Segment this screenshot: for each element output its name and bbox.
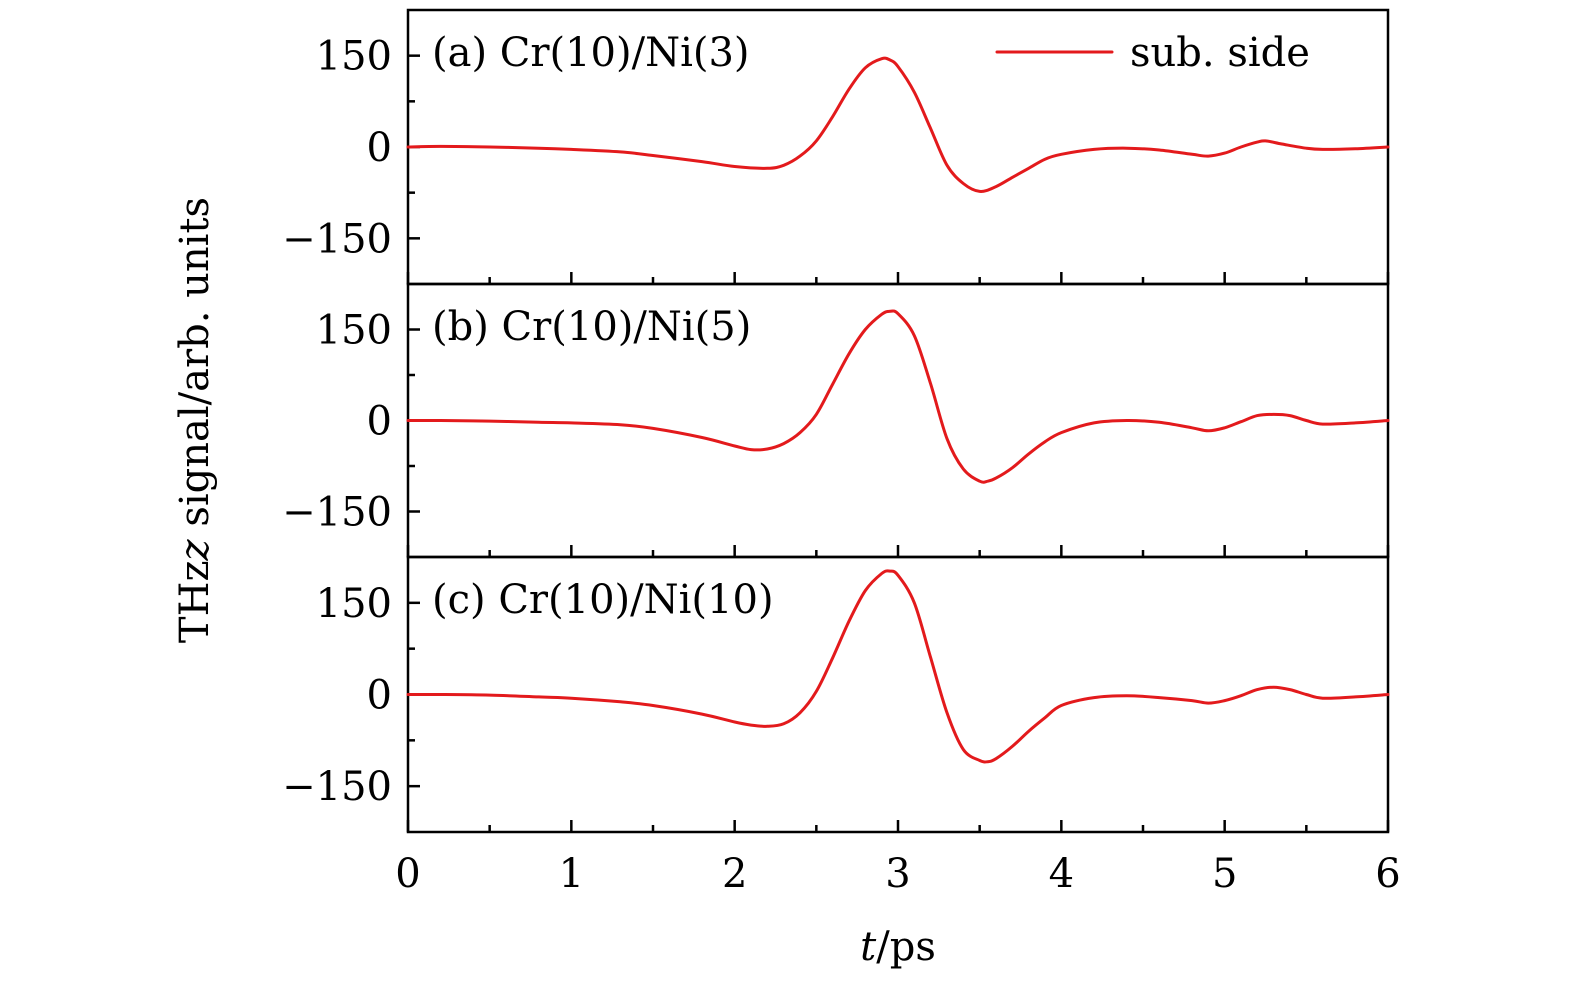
panel-0: −150 0 150 (a) Cr(10)/Ni(3) (282, 8, 1390, 286)
legend: sub. side (995, 30, 1310, 76)
panel-1: −150 0 150 (b) Cr(10)/Ni(5) (282, 282, 1390, 559)
y-tick-label: −150 (282, 216, 392, 262)
y-tick-label: 150 (316, 308, 392, 354)
x-axis-title-unit: /ps (876, 924, 936, 970)
y-axis-title-z: z (172, 538, 218, 561)
x-tick-label: 3 (885, 851, 910, 897)
series-line (406, 569, 1390, 764)
y-tick-label: −150 (282, 764, 392, 810)
panel-label: (c) Cr(10)/Ni(10) (432, 577, 774, 623)
x-tick-label: 2 (722, 851, 747, 897)
y-tick-label: 0 (367, 673, 392, 719)
x-tick-label: 1 (559, 851, 584, 897)
x-tick-label: 5 (1212, 851, 1237, 897)
x-axis-title: t/ps (860, 924, 936, 970)
x-tick-label: 4 (1049, 851, 1074, 897)
y-tick-label: 0 (367, 399, 392, 445)
y-tick-label: 0 (367, 125, 392, 171)
y-axis-title: THzz signal/arb. units (172, 197, 218, 643)
y-axis-title-rest: signal/arb. units (172, 197, 218, 539)
panel-label: (a) Cr(10)/Ni(3) (432, 30, 750, 76)
legend-label: sub. side (1130, 30, 1310, 76)
series-line (406, 309, 1390, 484)
y-tick-label: −150 (282, 490, 392, 536)
x-axis-title-t: t (860, 924, 877, 970)
y-tick-label: 150 (316, 34, 392, 80)
y-axis-title-thz: THz (172, 560, 218, 643)
panel-label: (b) Cr(10)/Ni(5) (432, 304, 751, 350)
x-tick-label: 0 (395, 851, 420, 897)
panel-2: −150 0 150 (c) Cr(10)/Ni(10) (282, 555, 1390, 834)
x-tick-label: 6 (1375, 851, 1400, 897)
series-line (406, 56, 1390, 193)
y-tick-label: 150 (316, 581, 392, 627)
